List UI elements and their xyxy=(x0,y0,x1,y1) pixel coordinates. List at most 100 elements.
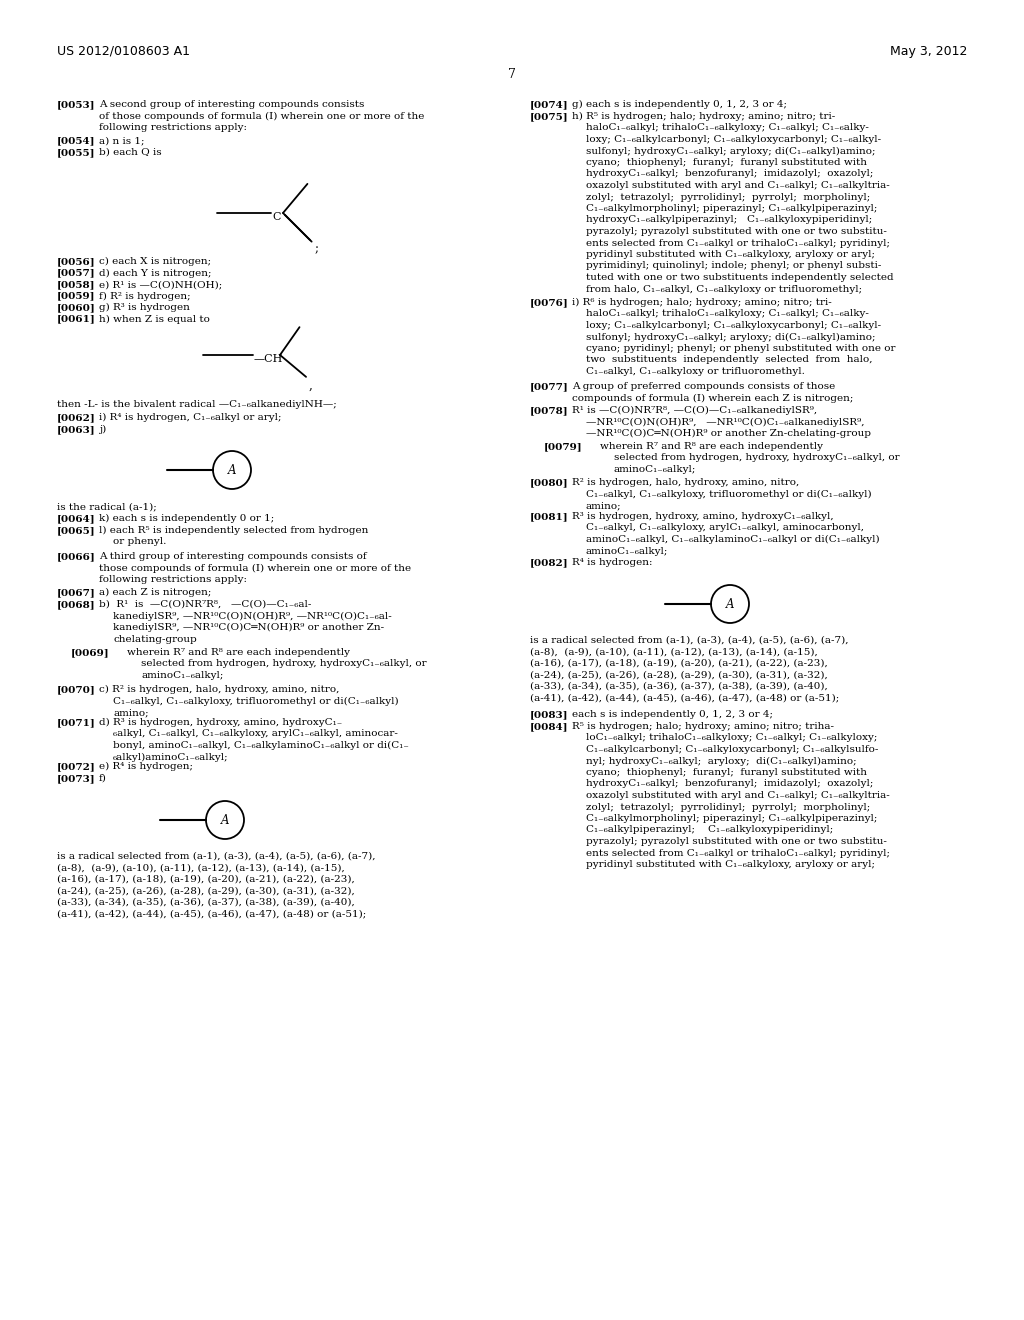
Text: nyl; hydroxyC₁₋₆alkyl;  aryloxy;  di(C₁₋₆alkyl)amino;: nyl; hydroxyC₁₋₆alkyl; aryloxy; di(C₁₋₆a… xyxy=(586,756,857,766)
Text: zolyl;  tetrazolyl;  pyrrolidinyl;  pyrrolyl;  morpholinyl;: zolyl; tetrazolyl; pyrrolidinyl; pyrroly… xyxy=(586,803,870,812)
Text: f): f) xyxy=(99,774,106,783)
Text: oxazolyl substituted with aryl and C₁₋₆alkyl; C₁₋₆alkyltria-: oxazolyl substituted with aryl and C₁₋₆a… xyxy=(586,791,890,800)
Text: (a-33), (a-34), (a-35), (a-36), (a-37), (a-38), (a-39), (a-40),: (a-33), (a-34), (a-35), (a-36), (a-37), … xyxy=(530,682,827,690)
Text: wherein R⁷ and R⁸ are each independently: wherein R⁷ and R⁸ are each independently xyxy=(127,648,350,657)
Text: d) R³ is hydrogen, hydroxy, amino, hydroxyC₁₋: d) R³ is hydrogen, hydroxy, amino, hydro… xyxy=(99,718,342,727)
Text: R² is hydrogen, halo, hydroxy, amino, nitro,: R² is hydrogen, halo, hydroxy, amino, ni… xyxy=(572,478,800,487)
Text: aminoC₁₋₆alkyl;: aminoC₁₋₆alkyl; xyxy=(141,671,223,680)
Text: [0062]: [0062] xyxy=(57,413,96,422)
Text: [0077]: [0077] xyxy=(530,381,568,391)
Text: hydroxyC₁₋₆alkyl;  benzofuranyl;  imidazolyl;  oxazolyl;: hydroxyC₁₋₆alkyl; benzofuranyl; imidazol… xyxy=(586,780,873,788)
Text: [0058]: [0058] xyxy=(57,280,95,289)
Text: ₆alkyl, C₁₋₆alkyl, C₁₋₆alkyloxy, arylC₁₋₆alkyl, aminocar-: ₆alkyl, C₁₋₆alkyl, C₁₋₆alkyloxy, arylC₁₋… xyxy=(113,730,398,738)
Text: 7: 7 xyxy=(508,69,516,81)
Text: [0082]: [0082] xyxy=(530,558,568,568)
Text: d) each Y is nitrogen;: d) each Y is nitrogen; xyxy=(99,268,212,277)
Text: [0078]: [0078] xyxy=(530,407,568,414)
Text: C₁₋₆alkylmorpholinyl; piperazinyl; C₁₋₆alkylpiperazinyl;: C₁₋₆alkylmorpholinyl; piperazinyl; C₁₋₆a… xyxy=(586,814,878,822)
Text: C₁₋₆alkylcarbonyl; C₁₋₆alkyloxycarbonyl; C₁₋₆alkylsulfo-: C₁₋₆alkylcarbonyl; C₁₋₆alkyloxycarbonyl;… xyxy=(586,744,879,754)
Text: (a-24), (a-25), (a-26), (a-28), (a-29), (a-30), (a-31), (a-32),: (a-24), (a-25), (a-26), (a-28), (a-29), … xyxy=(57,887,354,895)
Text: l) each R⁵ is independently selected from hydrogen: l) each R⁵ is independently selected fro… xyxy=(99,525,369,535)
Text: [0071]: [0071] xyxy=(57,718,96,727)
Text: [0084]: [0084] xyxy=(530,722,568,731)
Text: [0056]: [0056] xyxy=(57,257,95,267)
Text: aminoC₁₋₆alkyl;: aminoC₁₋₆alkyl; xyxy=(586,546,669,556)
Text: C₁₋₆alkyl, C₁₋₆alkyloxy, trifluoromethyl or di(C₁₋₆alkyl): C₁₋₆alkyl, C₁₋₆alkyloxy, trifluoromethyl… xyxy=(586,490,871,499)
Text: [0083]: [0083] xyxy=(530,710,568,719)
Text: following restrictions apply:: following restrictions apply: xyxy=(99,576,247,583)
Text: US 2012/0108603 A1: US 2012/0108603 A1 xyxy=(57,45,190,58)
Text: —CH: —CH xyxy=(254,354,284,364)
Text: pyrimidinyl; quinolinyl; indole; phenyl; or phenyl substi-: pyrimidinyl; quinolinyl; indole; phenyl;… xyxy=(586,261,882,271)
Text: [0081]: [0081] xyxy=(530,512,568,521)
Text: [0076]: [0076] xyxy=(530,298,568,308)
Text: C₁₋₆alkyl, C₁₋₆alkyloxy, trifluoromethyl or di(C₁₋₆alkyl): C₁₋₆alkyl, C₁₋₆alkyloxy, trifluoromethyl… xyxy=(113,697,398,706)
Text: chelating-group: chelating-group xyxy=(113,635,197,644)
Text: cyano; pyridinyl; phenyl; or phenyl substituted with one or: cyano; pyridinyl; phenyl; or phenyl subs… xyxy=(586,345,896,352)
Text: A: A xyxy=(227,463,237,477)
Text: haloC₁₋₆alkyl; trihaloC₁₋₆alkyloxy; C₁₋₆alkyl; C₁₋₆alky-: haloC₁₋₆alkyl; trihaloC₁₋₆alkyloxy; C₁₋₆… xyxy=(586,309,869,318)
Text: pyrazolyl; pyrazolyl substituted with one or two substitu-: pyrazolyl; pyrazolyl substituted with on… xyxy=(586,837,887,846)
Text: i) R⁶ is hydrogen; halo; hydroxy; amino; nitro; tri-: i) R⁶ is hydrogen; halo; hydroxy; amino;… xyxy=(572,298,831,308)
Text: R⁵ is hydrogen; halo; hydroxy; amino; nitro; triha-: R⁵ is hydrogen; halo; hydroxy; amino; ni… xyxy=(572,722,834,731)
Text: aminoC₁₋₆alkyl;: aminoC₁₋₆alkyl; xyxy=(614,465,696,474)
Text: [0061]: [0061] xyxy=(57,314,96,323)
Text: ;: ; xyxy=(314,242,318,255)
Text: b) each Q is: b) each Q is xyxy=(99,148,162,157)
Text: [0066]: [0066] xyxy=(57,552,96,561)
Text: b)  R¹  is  —C(O)NR⁷R⁸,   —C(O)—C₁₋₆al-: b) R¹ is —C(O)NR⁷R⁸, —C(O)—C₁₋₆al- xyxy=(99,601,311,609)
Text: is a radical selected from (a-1), (a-3), (a-4), (a-5), (a-6), (a-7),: is a radical selected from (a-1), (a-3),… xyxy=(57,851,376,861)
Text: then -L- is the bivalent radical —C₁₋₆alkanediylNH—;: then -L- is the bivalent radical —C₁₋₆al… xyxy=(57,400,337,409)
Text: hydroxyC₁₋₆alkylpiperazinyl;   C₁₋₆alkyloxypiperidinyl;: hydroxyC₁₋₆alkylpiperazinyl; C₁₋₆alkylox… xyxy=(586,215,872,224)
Text: [0053]: [0053] xyxy=(57,100,95,110)
Text: is the radical (a-1);: is the radical (a-1); xyxy=(57,502,157,511)
Text: or phenyl.: or phenyl. xyxy=(113,537,166,546)
Text: c) R² is hydrogen, halo, hydroxy, amino, nitro,: c) R² is hydrogen, halo, hydroxy, amino,… xyxy=(99,685,339,694)
Text: [0068]: [0068] xyxy=(57,601,95,609)
Text: A second group of interesting compounds consists: A second group of interesting compounds … xyxy=(99,100,365,110)
Text: e) R¹ is —C(O)NH(OH);: e) R¹ is —C(O)NH(OH); xyxy=(99,280,222,289)
Text: [0070]: [0070] xyxy=(57,685,96,694)
Text: sulfonyl; hydroxyC₁₋₆alkyl; aryloxy; di(C₁₋₆alkyl)amino;: sulfonyl; hydroxyC₁₋₆alkyl; aryloxy; di(… xyxy=(586,147,876,156)
Text: hydroxyC₁₋₆alkyl;  benzofuranyl;  imidazolyl;  oxazolyl;: hydroxyC₁₋₆alkyl; benzofuranyl; imidazol… xyxy=(586,169,873,178)
Text: [0055]: [0055] xyxy=(57,148,95,157)
Text: ,: , xyxy=(309,379,312,392)
Text: c) each X is nitrogen;: c) each X is nitrogen; xyxy=(99,257,211,267)
Text: tuted with one or two substituents independently selected: tuted with one or two substituents indep… xyxy=(586,273,894,282)
Text: [0073]: [0073] xyxy=(57,774,95,783)
Text: g) each s is independently 0, 1, 2, 3 or 4;: g) each s is independently 0, 1, 2, 3 or… xyxy=(572,100,787,110)
Text: amino;: amino; xyxy=(586,502,622,510)
Text: cyano;  thiophenyl;  furanyl;  furanyl substituted with: cyano; thiophenyl; furanyl; furanyl subs… xyxy=(586,158,867,168)
Text: A group of preferred compounds consists of those: A group of preferred compounds consists … xyxy=(572,381,836,391)
Text: wherein R⁷ and R⁸ are each independently: wherein R⁷ and R⁸ are each independently xyxy=(600,442,823,451)
Text: each s is independently 0, 1, 2, 3 or 4;: each s is independently 0, 1, 2, 3 or 4; xyxy=(572,710,773,719)
Text: loC₁₋₆alkyl; trihaloC₁₋₆alkyloxy; C₁₋₆alkyl; C₁₋₆alkyloxy;: loC₁₋₆alkyl; trihaloC₁₋₆alkyloxy; C₁₋₆al… xyxy=(586,734,878,742)
Text: C₁₋₆alkyl, C₁₋₆alkyloxy, arylC₁₋₆alkyl, aminocarbonyl,: C₁₋₆alkyl, C₁₋₆alkyloxy, arylC₁₋₆alkyl, … xyxy=(586,524,864,532)
Text: (a-24), (a-25), (a-26), (a-28), (a-29), (a-30), (a-31), (a-32),: (a-24), (a-25), (a-26), (a-28), (a-29), … xyxy=(530,671,827,680)
Text: [0074]: [0074] xyxy=(530,100,568,110)
Text: R⁴ is hydrogen:: R⁴ is hydrogen: xyxy=(572,558,652,568)
Text: (a-8),  (a-9), (a-10), (a-11), (a-12), (a-13), (a-14), (a-15),: (a-8), (a-9), (a-10), (a-11), (a-12), (a… xyxy=(530,648,818,656)
Text: from halo, C₁₋₆alkyl, C₁₋₆alkyloxy or trifluoromethyl;: from halo, C₁₋₆alkyl, C₁₋₆alkyloxy or tr… xyxy=(586,285,862,293)
Text: cyano;  thiophenyl;  furanyl;  furanyl substituted with: cyano; thiophenyl; furanyl; furanyl subs… xyxy=(586,768,867,777)
Text: ₆alkyl)aminoC₁₋₆alkyl;: ₆alkyl)aminoC₁₋₆alkyl; xyxy=(113,752,228,762)
Text: j): j) xyxy=(99,425,106,434)
Text: of those compounds of formula (I) wherein one or more of the: of those compounds of formula (I) wherei… xyxy=(99,111,424,120)
Text: —NR¹⁰C(O)N(OH)R⁹,   —NR¹⁰C(O)C₁₋₆alkanediylSR⁹,: —NR¹⁰C(O)N(OH)R⁹, —NR¹⁰C(O)C₁₋₆alkanediy… xyxy=(586,417,864,426)
Text: (a-41), (a-42), (a-44), (a-45), (a-46), (a-47), (a-48) or (a-51);: (a-41), (a-42), (a-44), (a-45), (a-46), … xyxy=(57,909,367,919)
Text: loxy; C₁₋₆alkylcarbonyl; C₁₋₆alkyloxycarbonyl; C₁₋₆alkyl-: loxy; C₁₋₆alkylcarbonyl; C₁₋₆alkyloxycar… xyxy=(586,135,881,144)
Text: i) R⁴ is hydrogen, C₁₋₆alkyl or aryl;: i) R⁴ is hydrogen, C₁₋₆alkyl or aryl; xyxy=(99,413,282,422)
Text: [0059]: [0059] xyxy=(57,292,95,301)
Text: two  substituents  independently  selected  from  halo,: two substituents independently selected … xyxy=(586,355,872,364)
Text: compounds of formula (I) wherein each Z is nitrogen;: compounds of formula (I) wherein each Z … xyxy=(572,393,853,403)
Text: is a radical selected from (a-1), (a-3), (a-4), (a-5), (a-6), (a-7),: is a radical selected from (a-1), (a-3),… xyxy=(530,636,849,645)
Text: (a-41), (a-42), (a-44), (a-45), (a-46), (a-47), (a-48) or (a-51);: (a-41), (a-42), (a-44), (a-45), (a-46), … xyxy=(530,693,840,702)
Text: —NR¹⁰C(O)C═N(OH)R⁹ or another Zn-chelating-group: —NR¹⁰C(O)C═N(OH)R⁹ or another Zn-chelati… xyxy=(586,429,871,438)
Text: [0060]: [0060] xyxy=(57,304,96,312)
Text: [0064]: [0064] xyxy=(57,513,95,523)
Text: selected from hydrogen, hydroxy, hydroxyC₁₋₆alkyl, or: selected from hydrogen, hydroxy, hydroxy… xyxy=(141,660,427,668)
Text: pyridinyl substituted with C₁₋₆alkyloxy, aryloxy or aryl;: pyridinyl substituted with C₁₋₆alkyloxy,… xyxy=(586,861,874,869)
Text: [0079]: [0079] xyxy=(544,442,583,451)
Text: those compounds of formula (I) wherein one or more of the: those compounds of formula (I) wherein o… xyxy=(99,564,411,573)
Text: haloC₁₋₆alkyl; trihaloC₁₋₆alkyloxy; C₁₋₆alkyl; C₁₋₆alky-: haloC₁₋₆alkyl; trihaloC₁₋₆alkyloxy; C₁₋₆… xyxy=(586,124,869,132)
